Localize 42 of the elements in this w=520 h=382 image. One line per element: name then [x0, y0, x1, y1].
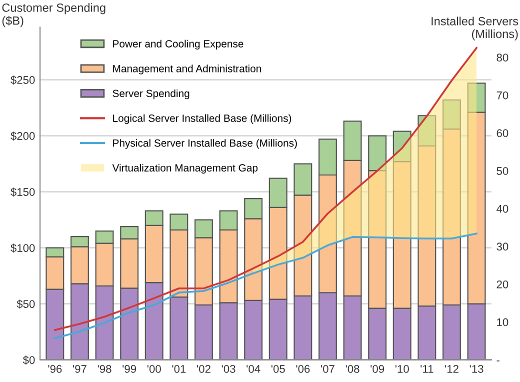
x-tick-label: '96	[48, 365, 62, 373]
legend-label: Server Spending	[112, 89, 190, 100]
x-tick-label: '03	[222, 365, 236, 373]
line-series	[54, 232, 478, 340]
y-tick-label: $150	[10, 188, 35, 197]
x-tick-label: '98	[98, 365, 112, 373]
y2-tick-label: 10	[497, 318, 508, 326]
x-tick-label: '08	[346, 365, 360, 373]
y2-tick-label: 30	[496, 242, 508, 251]
y2-tick-label: 20	[496, 280, 508, 288]
y2-tick-label: 50	[496, 167, 508, 175]
x-tick-label: '12	[445, 365, 458, 373]
y-tick-label: $200	[10, 132, 35, 141]
x-tick-label: '00	[147, 365, 161, 373]
x-tick-label: '09	[370, 365, 384, 373]
y-axis-title: Customer Spending ($B)	[2, 3, 106, 28]
x-tick-label: '04	[246, 365, 260, 373]
y2-axis-title: Installed Servers (Millions)	[432, 16, 518, 40]
y-tick-label: $100	[10, 244, 35, 253]
legend-label: Physical Server Installed Base (Millions)	[113, 139, 297, 149]
legend-label: Management and Administration	[113, 64, 261, 74]
y2-tick-label: 80	[496, 54, 508, 62]
x-tick-label: '99	[122, 365, 136, 373]
legend-label: Virtualization Management Gap	[112, 164, 258, 174]
x-tick-label: '13	[470, 365, 484, 373]
y-tick-label: $50	[16, 300, 35, 309]
x-tick-label: '11	[420, 365, 434, 373]
legend-label: Power and Cooling Expense	[113, 40, 244, 50]
x-tick-label: '06	[296, 365, 310, 373]
y2-tick-label: 40	[496, 204, 508, 213]
x-tick-label: '07	[321, 365, 334, 373]
x-tick-label: '10	[395, 365, 409, 373]
y2-tick-label: 70	[496, 91, 508, 100]
y-tick-label: $0	[22, 356, 35, 365]
x-tick-label: '05	[271, 365, 285, 373]
y2-tick-label: 60	[496, 129, 508, 138]
x-tick-label: '02	[197, 365, 210, 373]
y-tick-label: $250	[10, 76, 35, 85]
x-tick-label: '01	[172, 365, 186, 373]
legend-label: Logical Server Installed Base (Millions)	[113, 114, 292, 124]
x-tick-label: '97	[73, 365, 86, 373]
y2-tick-label: -	[496, 360, 500, 362]
